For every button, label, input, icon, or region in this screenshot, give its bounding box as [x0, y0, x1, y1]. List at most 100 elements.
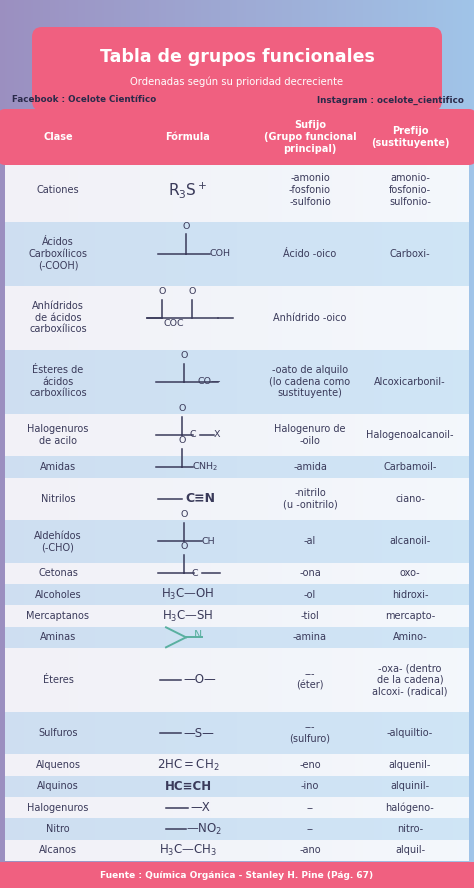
Bar — [5, 776, 469, 797]
Bar — [412, 0, 416, 888]
Bar — [118, 0, 122, 888]
Bar — [185, 0, 188, 888]
Text: Nitrilos: Nitrilos — [41, 494, 75, 503]
Bar — [180, 0, 183, 888]
Bar — [254, 0, 257, 888]
Text: --: -- — [307, 803, 313, 813]
Bar — [159, 0, 162, 888]
Text: Halogenoalcanoil-: Halogenoalcanoil- — [366, 430, 454, 440]
Bar — [348, 0, 352, 888]
Text: Nitro: Nitro — [46, 824, 70, 834]
Bar — [85, 0, 89, 888]
Bar — [382, 0, 385, 888]
Bar — [280, 0, 283, 888]
Bar — [69, 0, 72, 888]
Bar — [5, 712, 469, 755]
Bar — [325, 0, 328, 888]
Bar — [206, 0, 210, 888]
Bar — [5, 819, 469, 840]
Bar — [372, 0, 375, 888]
Bar — [448, 0, 451, 888]
Text: -ino: -ino — [301, 781, 319, 791]
Text: -oxa- (dentro
de la cadena)
alcoxi- (radical): -oxa- (dentro de la cadena) alcoxi- (rad… — [372, 663, 448, 696]
Text: --: -- — [307, 824, 313, 834]
Bar — [417, 0, 420, 888]
Bar — [166, 0, 169, 888]
Bar — [5, 414, 469, 456]
Bar — [450, 0, 454, 888]
Text: $\mathsf{H_3C}$—SH: $\mathsf{H_3C}$—SH — [162, 608, 214, 623]
Bar — [81, 0, 84, 888]
Text: mercapto-: mercapto- — [385, 611, 435, 621]
Bar — [472, 0, 474, 888]
Text: ---
(sulfuro): --- (sulfuro) — [290, 722, 330, 744]
Bar — [173, 0, 176, 888]
Bar — [351, 0, 354, 888]
Bar — [346, 0, 349, 888]
Bar — [78, 0, 82, 888]
Text: COH: COH — [210, 250, 231, 258]
Text: oxo-: oxo- — [400, 568, 420, 578]
Bar — [306, 0, 309, 888]
Bar — [386, 0, 390, 888]
Bar — [211, 0, 214, 888]
Text: Cetonas: Cetonas — [38, 568, 78, 578]
Bar — [52, 0, 55, 888]
Bar — [419, 0, 423, 888]
Bar — [7, 0, 10, 888]
Bar — [5, 627, 469, 648]
Bar — [455, 0, 458, 888]
Bar — [194, 0, 198, 888]
Bar — [175, 0, 179, 888]
Text: Facebook : Ocelote Científico: Facebook : Ocelote Científico — [12, 96, 156, 105]
Bar — [313, 0, 316, 888]
Bar — [239, 0, 243, 888]
Text: Amidas: Amidas — [40, 462, 76, 472]
Bar — [370, 0, 373, 888]
Text: $\mathsf{H_3C}$—OH: $\mathsf{H_3C}$—OH — [161, 587, 215, 602]
Bar — [218, 0, 221, 888]
Text: nitro-: nitro- — [397, 824, 423, 834]
Bar — [43, 0, 46, 888]
Text: Ordenadas según su prioridad decreciente: Ordenadas según su prioridad decreciente — [130, 76, 344, 87]
Bar — [114, 0, 117, 888]
Text: -nitrilo
(u -onitrilo): -nitrilo (u -onitrilo) — [283, 488, 337, 510]
Bar — [152, 0, 155, 888]
Bar — [97, 0, 100, 888]
Bar — [5, 350, 469, 414]
Bar — [410, 0, 413, 888]
Bar — [121, 0, 124, 888]
Text: hidroxi-: hidroxi- — [392, 590, 428, 599]
Text: $\mathsf{R_3S^+}$: $\mathsf{R_3S^+}$ — [168, 180, 208, 200]
Bar — [126, 0, 129, 888]
Text: alquinil-: alquinil- — [391, 781, 429, 791]
Text: O: O — [188, 287, 196, 296]
Text: $\mathsf{CNH_2}$: $\mathsf{CNH_2}$ — [192, 461, 219, 473]
Bar — [0, 862, 474, 888]
Bar — [76, 0, 79, 888]
Text: Tabla de grupos funcionales: Tabla de grupos funcionales — [100, 48, 374, 66]
Bar — [434, 0, 437, 888]
Bar — [268, 0, 271, 888]
Bar — [92, 0, 96, 888]
Text: O: O — [180, 543, 188, 551]
Text: Prefijo
(sustituyente): Prefijo (sustituyente) — [371, 126, 449, 147]
Bar — [171, 0, 174, 888]
Bar — [17, 0, 20, 888]
Bar — [405, 0, 409, 888]
Bar — [164, 0, 167, 888]
Text: -ano: -ano — [299, 845, 321, 855]
Text: HC≡CH: HC≡CH — [164, 780, 211, 793]
Bar — [178, 0, 181, 888]
Text: ---
(éter): --- (éter) — [296, 670, 324, 691]
Text: Éteres: Éteres — [43, 675, 73, 685]
Bar — [100, 0, 103, 888]
Text: Alcoholes: Alcoholes — [35, 590, 82, 599]
Text: O: O — [178, 404, 186, 413]
Text: alcanoil-: alcanoil- — [389, 536, 430, 546]
Bar — [230, 0, 233, 888]
Bar — [408, 0, 411, 888]
Bar — [66, 0, 70, 888]
Bar — [2, 0, 6, 888]
Bar — [284, 0, 288, 888]
